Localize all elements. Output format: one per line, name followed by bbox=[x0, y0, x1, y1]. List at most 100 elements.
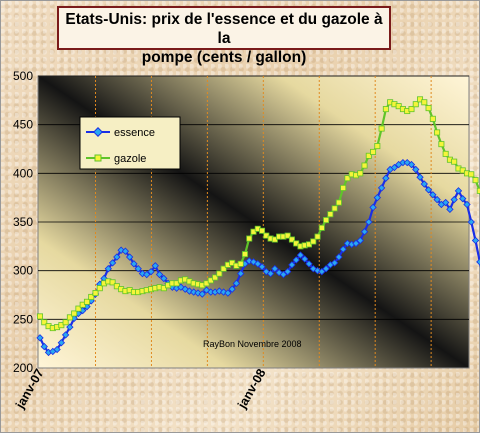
data-point-essence bbox=[459, 194, 467, 203]
data-point-essence bbox=[373, 193, 382, 202]
data-point-gazole bbox=[109, 279, 116, 286]
data-point-essence bbox=[335, 253, 343, 261]
y-tick-label: 350 bbox=[13, 215, 33, 229]
data-point-essence bbox=[279, 270, 288, 279]
data-point-essence bbox=[134, 265, 142, 273]
data-point-gazole bbox=[212, 274, 219, 281]
data-point-essence bbox=[254, 260, 262, 268]
data-point-essence bbox=[429, 191, 437, 199]
data-point-essence bbox=[271, 265, 279, 273]
y-tick-label: 500 bbox=[13, 69, 33, 83]
chart-title: Etats-Unis: prix de l'essence et du gazo… bbox=[57, 6, 391, 66]
data-point-essence bbox=[471, 236, 480, 245]
data-point-essence bbox=[407, 160, 416, 169]
data-point-essence bbox=[258, 263, 266, 271]
data-point-essence bbox=[53, 345, 61, 354]
data-point-gazole bbox=[331, 205, 338, 212]
data-point-gazole bbox=[83, 298, 90, 305]
data-point-gazole bbox=[365, 152, 372, 159]
data-point-essence bbox=[288, 261, 296, 269]
legend: essence gazole bbox=[79, 116, 181, 170]
data-point-essence bbox=[301, 255, 309, 263]
x-tick-label: janv-08 bbox=[234, 366, 268, 411]
data-point-essence bbox=[147, 267, 155, 276]
data-point-essence bbox=[356, 236, 364, 245]
data-point-gazole bbox=[37, 313, 44, 320]
series-essence bbox=[36, 158, 480, 357]
data-point-essence bbox=[382, 174, 390, 182]
data-point-gazole bbox=[335, 199, 342, 206]
legend-essence-label: essence bbox=[114, 127, 155, 139]
data-point-gazole bbox=[88, 293, 95, 300]
chart-title-line-2: pompe (cents / gallon) bbox=[141, 49, 307, 66]
legend-gazole-marker bbox=[94, 154, 102, 162]
data-point-gazole bbox=[284, 232, 291, 239]
data-point-essence bbox=[224, 289, 232, 297]
data-point-essence bbox=[467, 218, 475, 226]
x-axis-ticks: janv-07 janv-08 bbox=[12, 366, 268, 411]
data-point-gazole bbox=[41, 319, 48, 326]
data-point-essence bbox=[125, 253, 134, 261]
data-point-gazole bbox=[434, 129, 441, 136]
data-point-essence bbox=[61, 331, 70, 339]
data-point-gazole bbox=[314, 233, 321, 240]
y-tick-label: 200 bbox=[13, 361, 33, 375]
data-point-gazole bbox=[75, 305, 82, 312]
data-point-gazole bbox=[71, 310, 78, 317]
data-point-gazole bbox=[327, 211, 334, 218]
data-point-essence bbox=[377, 184, 386, 192]
data-point-essence bbox=[266, 269, 275, 278]
data-point-essence bbox=[399, 158, 407, 167]
chart-title-line-1: Etats-Unis: prix de l'essence et du gazo… bbox=[65, 11, 383, 47]
data-point-essence bbox=[160, 274, 168, 283]
data-point-essence bbox=[322, 265, 330, 273]
data-point-essence bbox=[424, 186, 433, 194]
data-point-essence bbox=[108, 259, 117, 267]
data-point-essence bbox=[450, 195, 458, 204]
data-point-essence bbox=[40, 342, 48, 351]
data-point-essence bbox=[330, 259, 339, 267]
data-point-gazole bbox=[412, 101, 419, 108]
data-point-essence bbox=[104, 265, 112, 273]
data-point-gazole bbox=[216, 270, 223, 277]
data-point-essence bbox=[433, 195, 441, 204]
credit-label: RayBon Novembre 2008 bbox=[203, 339, 302, 349]
data-point-gazole bbox=[246, 235, 253, 242]
data-point-gazole bbox=[361, 162, 368, 169]
data-point-essence bbox=[339, 245, 347, 253]
data-point-gazole bbox=[472, 177, 479, 184]
data-point-gazole bbox=[421, 99, 428, 106]
data-point-gazole bbox=[318, 224, 325, 231]
data-point-gazole bbox=[468, 171, 475, 178]
data-point-essence bbox=[305, 260, 313, 268]
data-point-gazole bbox=[340, 184, 347, 191]
data-point-gazole bbox=[451, 158, 458, 165]
data-point-gazole bbox=[357, 170, 364, 177]
data-point-essence bbox=[420, 180, 428, 188]
data-point-gazole bbox=[442, 150, 449, 157]
data-point-essence bbox=[441, 198, 450, 207]
data-point-essence bbox=[463, 200, 471, 209]
data-point-essence bbox=[454, 187, 463, 195]
data-point-essence bbox=[198, 290, 206, 298]
data-point-gazole bbox=[241, 251, 248, 258]
data-point-essence bbox=[296, 251, 305, 259]
data-point-gazole bbox=[66, 314, 73, 321]
y-tick-label: 250 bbox=[13, 312, 33, 326]
data-point-gazole bbox=[237, 260, 244, 267]
data-point-essence bbox=[36, 334, 44, 342]
data-point-essence bbox=[360, 228, 369, 236]
data-point-essence bbox=[66, 323, 74, 331]
data-point-essence bbox=[283, 267, 292, 276]
data-point-essence bbox=[352, 239, 360, 248]
data-point-essence bbox=[365, 218, 373, 226]
data-point-essence bbox=[292, 256, 300, 264]
data-point-gazole bbox=[382, 106, 389, 113]
y-axis-ticks: 200 250 300 350 400 450 500 bbox=[13, 69, 33, 375]
series-gazole bbox=[37, 96, 480, 332]
data-point-gazole bbox=[374, 143, 381, 150]
data-point-essence bbox=[412, 165, 420, 174]
legend-essence-marker bbox=[93, 127, 103, 137]
data-point-essence bbox=[369, 203, 377, 212]
data-point-gazole bbox=[220, 265, 227, 272]
